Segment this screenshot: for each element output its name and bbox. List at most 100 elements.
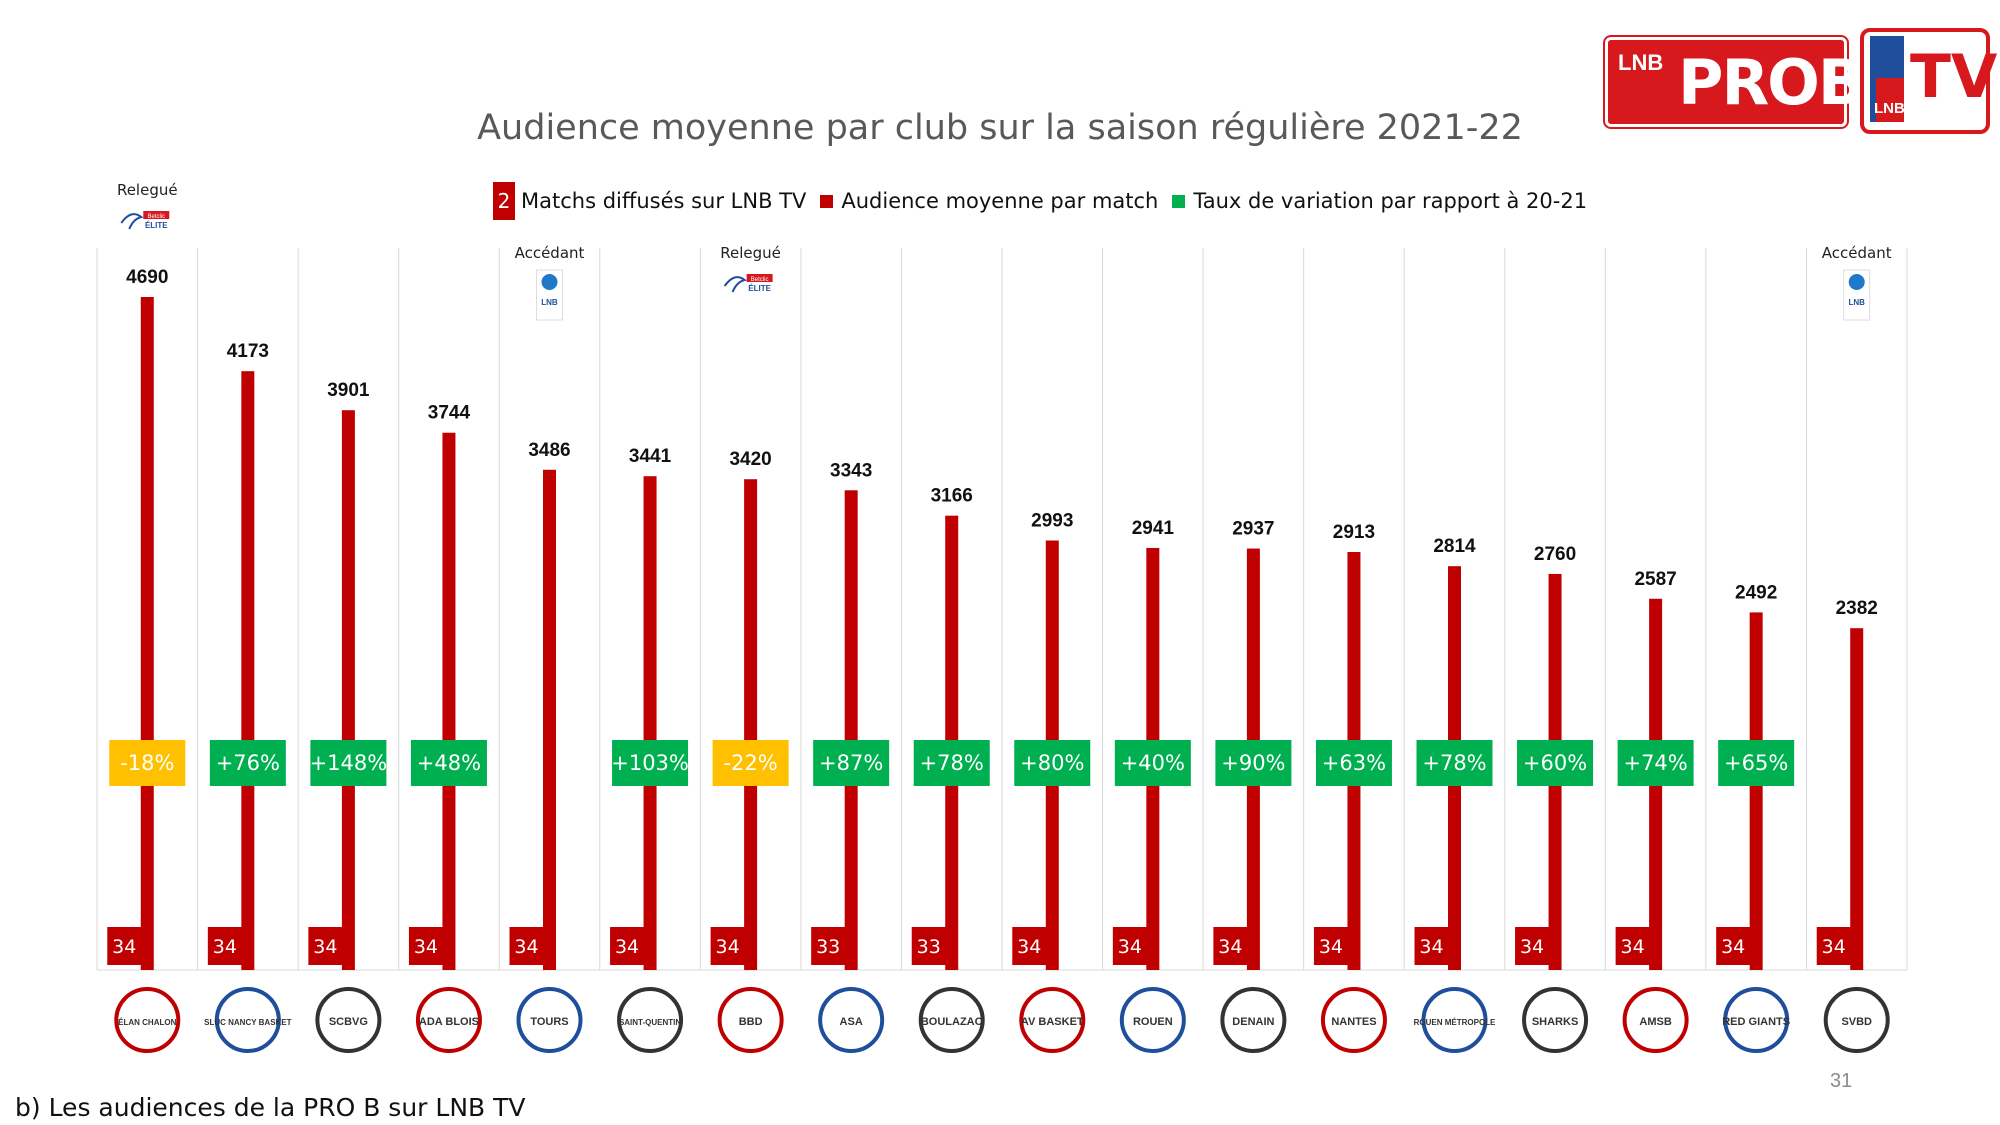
matches-label: 34	[414, 936, 438, 958]
variation-label: +87%	[819, 751, 883, 775]
matches-badge	[1213, 927, 1248, 965]
matches-label: 34	[615, 936, 639, 958]
variation-label: +40%	[1121, 751, 1185, 775]
value-label: 3343	[830, 460, 872, 481]
variation-badge	[1718, 740, 1795, 786]
club-logo	[918, 987, 985, 1053]
lnb-logo-ball	[541, 274, 558, 290]
value-label: 2993	[1031, 511, 1073, 532]
audience-bar	[1749, 612, 1763, 970]
logo-tv-text: TV	[1910, 42, 1998, 112]
variation-badge	[1114, 740, 1191, 786]
matches-badge	[1112, 927, 1147, 965]
value-label: 4173	[227, 341, 269, 362]
matches-label: 33	[816, 936, 840, 958]
matches-label: 34	[514, 936, 538, 958]
variation-badge	[1617, 740, 1694, 786]
value-label: 3486	[528, 440, 570, 461]
legend-variation-label: Taux de variation par rapport à 20-21	[1193, 189, 1588, 213]
audience-bar	[543, 469, 556, 970]
club-logo	[1522, 987, 1589, 1053]
variation-badge	[410, 740, 487, 786]
betclic-logo-mark	[746, 274, 773, 282]
audience-bar	[341, 410, 355, 970]
club-logo-text: RED GIANTS	[1722, 1016, 1790, 1028]
matches-badge	[710, 927, 745, 965]
legend-variation-swatch	[1172, 194, 1186, 208]
logo-prob-lnb-text: LNB	[1618, 50, 1664, 75]
betclic-logo-text: Betclic	[147, 214, 165, 220]
club-logo	[1119, 987, 1186, 1053]
club-logo-text: ÉLAN CHALON	[118, 1018, 176, 1027]
variation-label: +78%	[1422, 751, 1486, 775]
club-logo	[1622, 987, 1689, 1053]
variation-badge	[913, 740, 990, 786]
matches-badge	[1615, 927, 1650, 965]
variation-badge	[612, 740, 689, 786]
variation-label: +148%	[310, 751, 388, 775]
club-logo	[1823, 987, 1890, 1053]
variation-badge	[1315, 740, 1392, 786]
value-label: 2913	[1333, 522, 1375, 543]
club-logo	[617, 987, 684, 1053]
club-logo-text: AMSB	[1639, 1016, 1671, 1028]
variation-label: +78%	[920, 751, 984, 775]
matches-label: 34	[1822, 936, 1846, 958]
variation-badge	[813, 740, 890, 786]
matches-badge	[610, 927, 645, 965]
variation-label: -18%	[120, 751, 174, 775]
page-number: 31	[1830, 1070, 1853, 1092]
club-logo	[1220, 987, 1287, 1053]
club-logo	[1320, 987, 1387, 1053]
footer-caption: b) Les audiences de la PRO B sur LNB TV	[15, 1093, 526, 1122]
value-label: 2382	[1836, 598, 1878, 619]
elite-logo-text: ÉLITE	[748, 284, 771, 293]
lnb-logo-text: LNB	[1848, 298, 1865, 307]
variation-label: +74%	[1623, 751, 1687, 775]
matches-badge	[1414, 927, 1449, 965]
elite-logo-text: ÉLITE	[145, 221, 168, 230]
audience-bar	[643, 476, 657, 970]
variation-label: +76%	[216, 751, 280, 775]
matches-label: 34	[1721, 936, 1745, 958]
matches-label: 34	[112, 936, 136, 958]
variation-label: +63%	[1322, 751, 1386, 775]
audience-bar	[442, 432, 456, 971]
value-label: 3420	[729, 449, 771, 470]
variation-label: -22%	[723, 751, 777, 775]
club-logo	[315, 987, 382, 1053]
matches-badge	[1716, 927, 1751, 965]
audience-bar	[1850, 628, 1864, 970]
variation-badge	[209, 740, 286, 786]
matches-badge	[1313, 927, 1348, 965]
matches-badge	[911, 927, 946, 965]
variation-badge	[1517, 740, 1594, 786]
status-label: Relegué	[720, 244, 781, 262]
variation-badge	[712, 740, 789, 786]
matches-badge	[1515, 927, 1550, 965]
matches-badge	[1012, 927, 1047, 965]
club-logo-text: SAINT-QUENTIN	[619, 1018, 681, 1027]
variation-badge	[310, 740, 387, 786]
variation-label: +80%	[1020, 751, 1084, 775]
betclic-logo-text: Betclic	[751, 277, 769, 283]
status-label: Accédant	[515, 244, 585, 262]
value-label: 4690	[126, 267, 168, 288]
value-label: 2760	[1534, 544, 1576, 565]
variation-badge	[1014, 740, 1091, 786]
club-logo	[818, 987, 885, 1053]
club-logo	[415, 987, 482, 1053]
status-label: Accédant	[1822, 244, 1892, 262]
chart-title: Audience moyenne par club sur la saison …	[477, 108, 1523, 148]
lnb-logo-ball	[1848, 274, 1865, 290]
variation-label: +60%	[1523, 751, 1587, 775]
club-logo	[1723, 987, 1790, 1053]
club-logo-text: ASA	[840, 1016, 863, 1028]
matches-badge	[408, 927, 443, 965]
club-logo-text: TOURS	[530, 1016, 568, 1028]
legend: 2 Matchs diffusés sur LNB TV Audience mo…	[493, 182, 1588, 220]
matches-badge	[308, 927, 343, 965]
value-label: 2937	[1232, 519, 1274, 540]
